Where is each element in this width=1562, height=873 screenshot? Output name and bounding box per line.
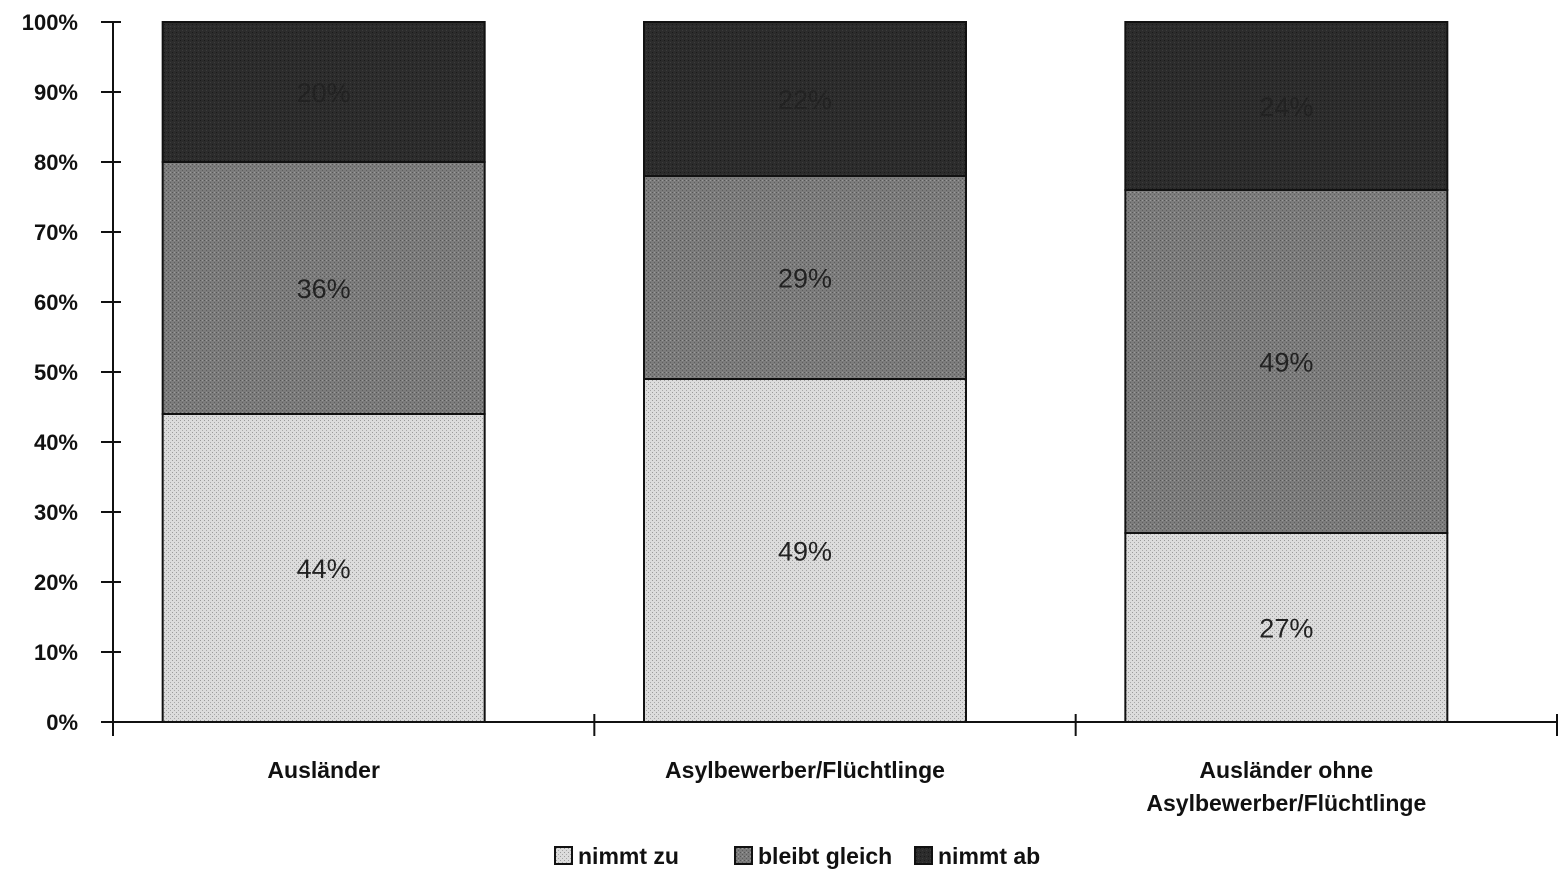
bar-segment <box>1124 21 1449 191</box>
data-label: 22% <box>778 85 832 115</box>
bar-segment <box>643 175 967 380</box>
y-tick-label: 90% <box>34 80 78 105</box>
x-category-label: Ausländer <box>267 757 380 783</box>
x-category-label: Asylbewerber/Flüchtlinge <box>665 757 945 783</box>
bar-segment <box>161 413 486 723</box>
bar-segment <box>1124 532 1449 723</box>
data-label: 24% <box>1259 92 1313 122</box>
y-tick-label: 70% <box>34 220 78 245</box>
legend: nimmt zu bleibt gleich nimmt ab <box>554 843 1040 869</box>
bar-segment <box>161 21 486 163</box>
y-tick-label: 80% <box>34 150 78 175</box>
y-tick-label: 50% <box>34 360 78 385</box>
legend-swatch <box>554 846 573 865</box>
y-tick-label: 40% <box>34 430 78 455</box>
data-label: 44% <box>297 554 351 584</box>
x-category-label: Asylbewerber/Flüchtlinge <box>1146 790 1426 816</box>
y-tick-label: 10% <box>34 640 78 665</box>
data-label: 49% <box>778 537 832 567</box>
legend-label: nimmt ab <box>938 843 1040 869</box>
x-category-label: Ausländer ohne <box>1199 757 1373 783</box>
legend-label: nimmt zu <box>578 843 679 869</box>
bar-segment <box>643 21 967 177</box>
data-labels: 44% 36% 20% 49% 29% 22% 27% 49% 24% <box>297 78 1314 644</box>
y-tick-label: 60% <box>34 290 78 315</box>
data-label: 20% <box>297 78 351 108</box>
data-label: 29% <box>778 264 832 294</box>
data-label: 36% <box>297 274 351 304</box>
legend-swatch <box>914 846 933 865</box>
data-label: 27% <box>1259 614 1313 644</box>
bar-segment <box>643 378 967 723</box>
y-tick-label: 20% <box>34 570 78 595</box>
legend-swatch <box>734 846 753 865</box>
axes: 0% 10% 20% 30% 40% 50% 60% 70% 80% 90% 100% Ausländ… <box>22 10 1558 816</box>
data-label: 49% <box>1259 348 1313 378</box>
y-tick-label: 30% <box>34 500 78 525</box>
bar-segment <box>1124 189 1449 534</box>
y-tick-label: 0% <box>46 710 78 735</box>
legend-label: bleibt gleich <box>758 843 892 869</box>
y-tick-label: 100% <box>22 10 78 35</box>
bars <box>161 21 1449 723</box>
